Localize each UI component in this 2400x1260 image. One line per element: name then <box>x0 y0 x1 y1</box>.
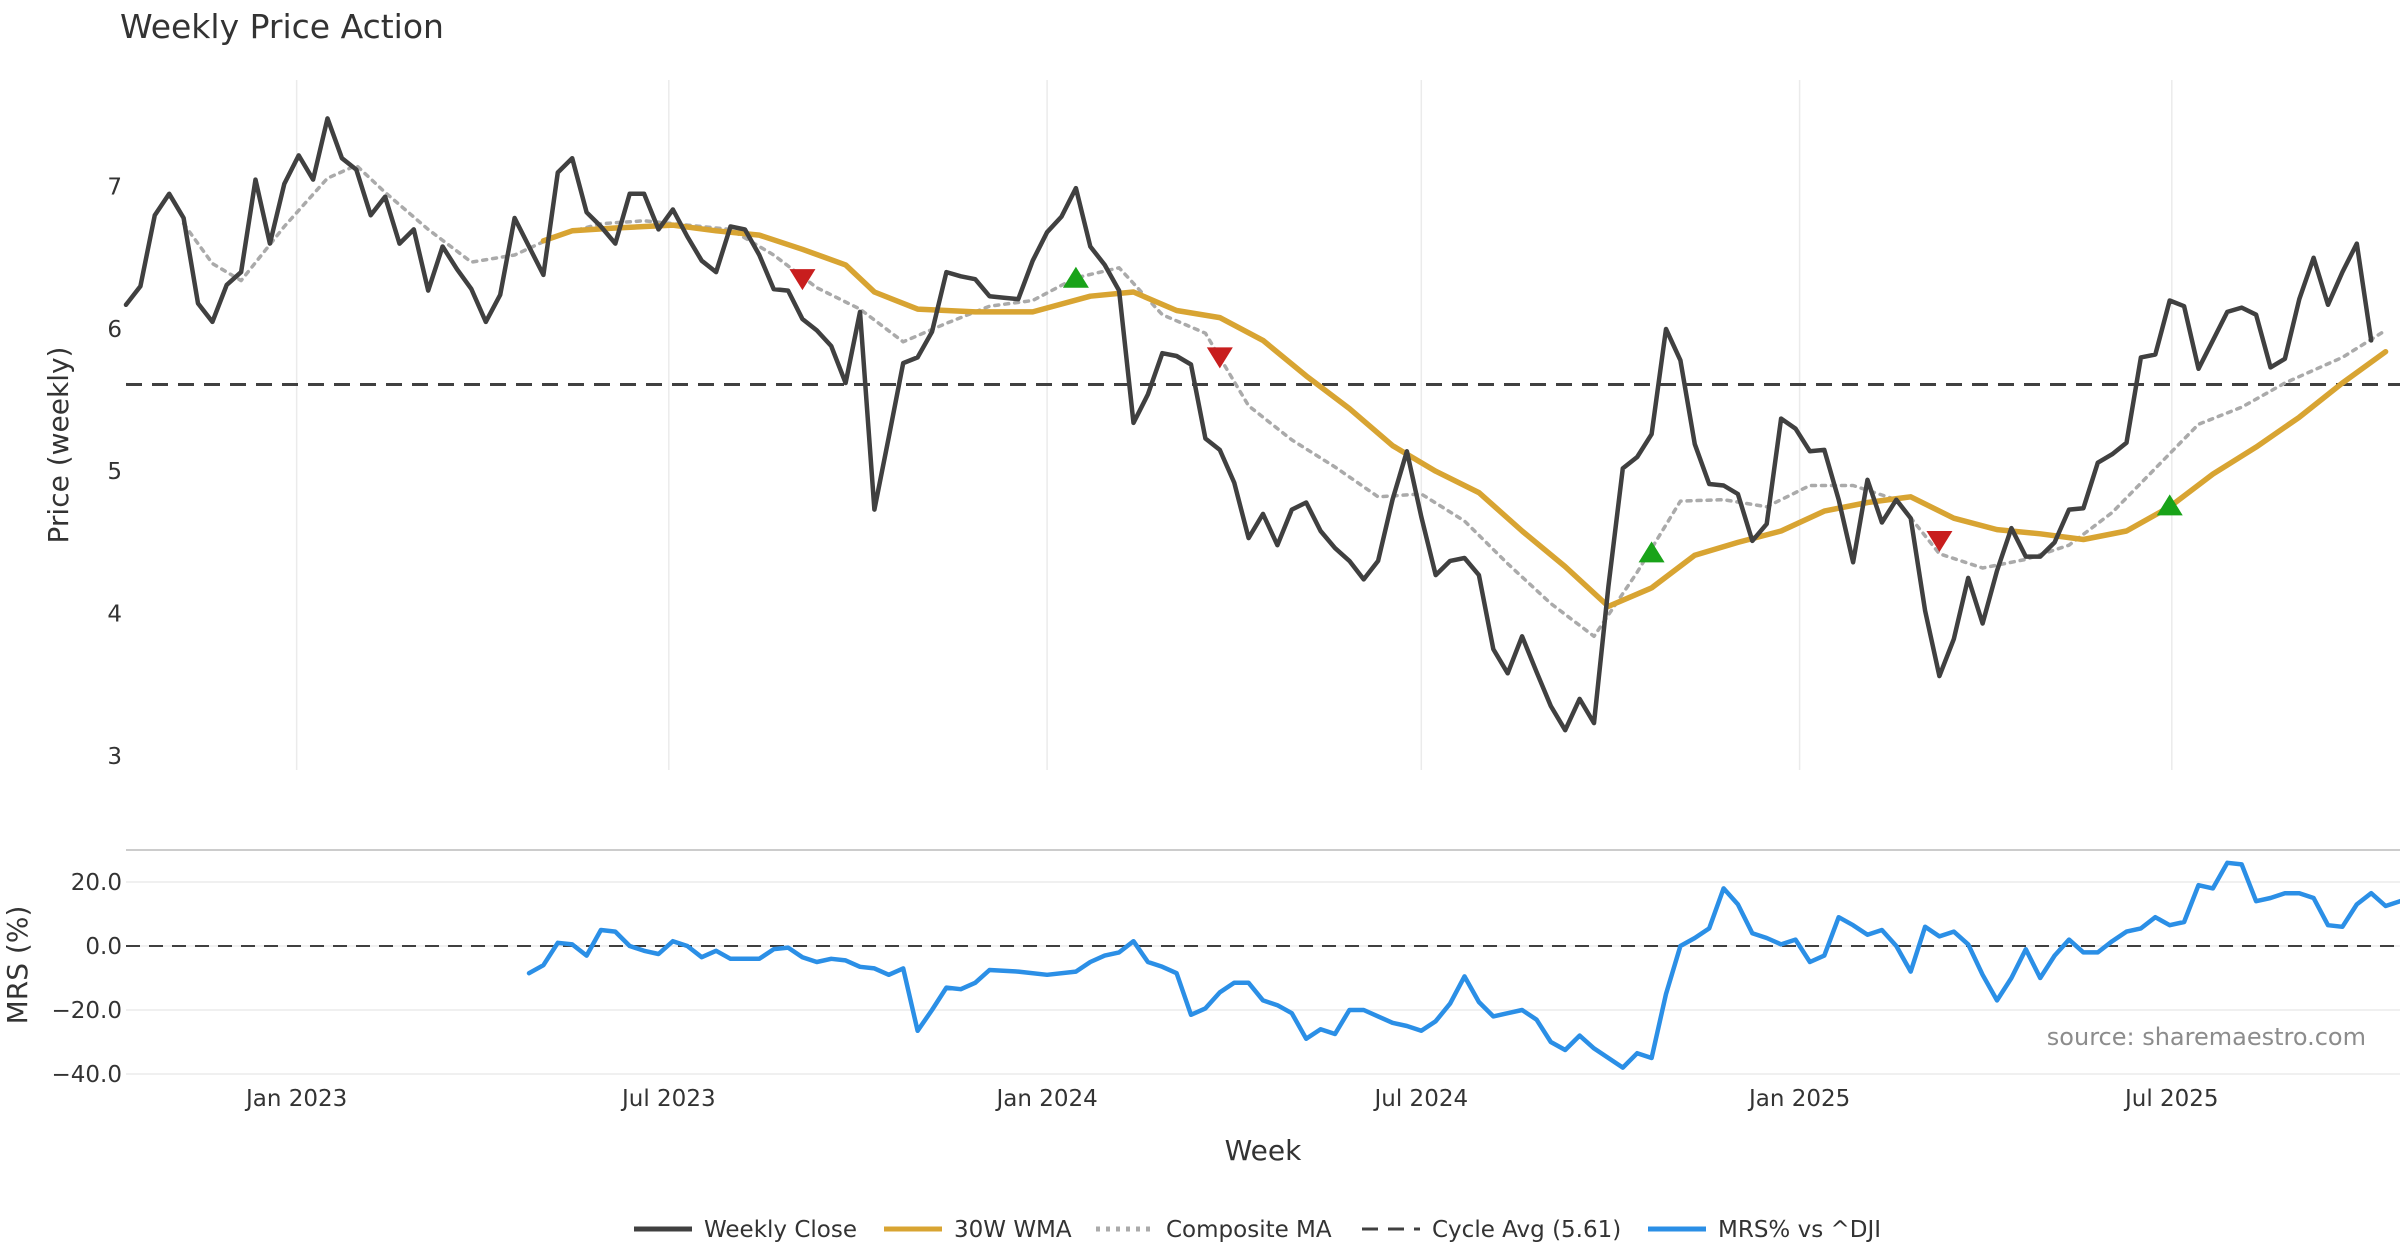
price-y-tick: 6 <box>107 317 122 343</box>
series-weekly-close <box>123 116 2374 733</box>
price-panel: 3 4 5 6 7 <box>107 80 2400 770</box>
buy-signal-marker-1 <box>1062 266 1089 288</box>
buy-signal-marker-3 <box>1638 541 1665 563</box>
x-tick-label: Jan 2025 <box>1747 1086 1850 1112</box>
price-y-tick: 4 <box>107 602 122 628</box>
mrs-y-tick: 0.0 <box>85 934 122 960</box>
source-note: source: sharemaestro.com <box>2047 1023 2366 1051</box>
sell-signal-marker-4 <box>1926 530 1953 552</box>
mrs-y-tick: −20.0 <box>52 998 122 1024</box>
series-mrs-vs-dji <box>526 860 2400 1070</box>
x-tick-label: Jan 2023 <box>244 1086 347 1112</box>
legend-label-1: 30W WMA <box>954 1217 1072 1243</box>
price-y-tick: 7 <box>107 175 122 201</box>
mrs-y-axis-label: MRS (%) <box>1 906 34 1025</box>
legend: Weekly Close 30W WMA Composite MA Cycle Avg… <box>634 1217 1881 1243</box>
buy-signal-marker-5 <box>2156 494 2183 516</box>
price-y-tick: 3 <box>107 744 122 770</box>
legend-label-2: Composite MA <box>1166 1217 1332 1243</box>
x-tick-label: Jul 2024 <box>1373 1086 1469 1112</box>
x-tick-label: Jul 2023 <box>620 1086 716 1112</box>
price-y-tick: 5 <box>107 459 122 485</box>
series-30w-wma <box>540 222 2389 610</box>
series-composite-ma <box>181 163 2388 639</box>
x-axis-label: Week <box>1225 1134 1302 1167</box>
mrs-y-tick: −40.0 <box>52 1062 122 1088</box>
mrs-y-tick: 20.0 <box>71 870 122 896</box>
chart-title: Weekly Price Action <box>120 7 444 46</box>
mrs-panel: 20.0 0.0 −20.0 −40.0 Jan 2023 Jul 2023 Jan 202… <box>52 849 2400 1112</box>
sell-signal-marker-0 <box>789 269 816 291</box>
price-y-axis-label: Price (weekly) <box>42 347 75 544</box>
x-tick-label: Jul 2025 <box>2123 1086 2219 1112</box>
legend-label-4: MRS% vs ^DJI <box>1718 1217 1881 1243</box>
sell-signal-marker-2 <box>1206 347 1233 369</box>
legend-label-0: Weekly Close <box>704 1217 857 1243</box>
legend-label-3: Cycle Avg (5.61) <box>1432 1217 1621 1243</box>
x-tick-label: Jan 2024 <box>994 1086 1097 1112</box>
